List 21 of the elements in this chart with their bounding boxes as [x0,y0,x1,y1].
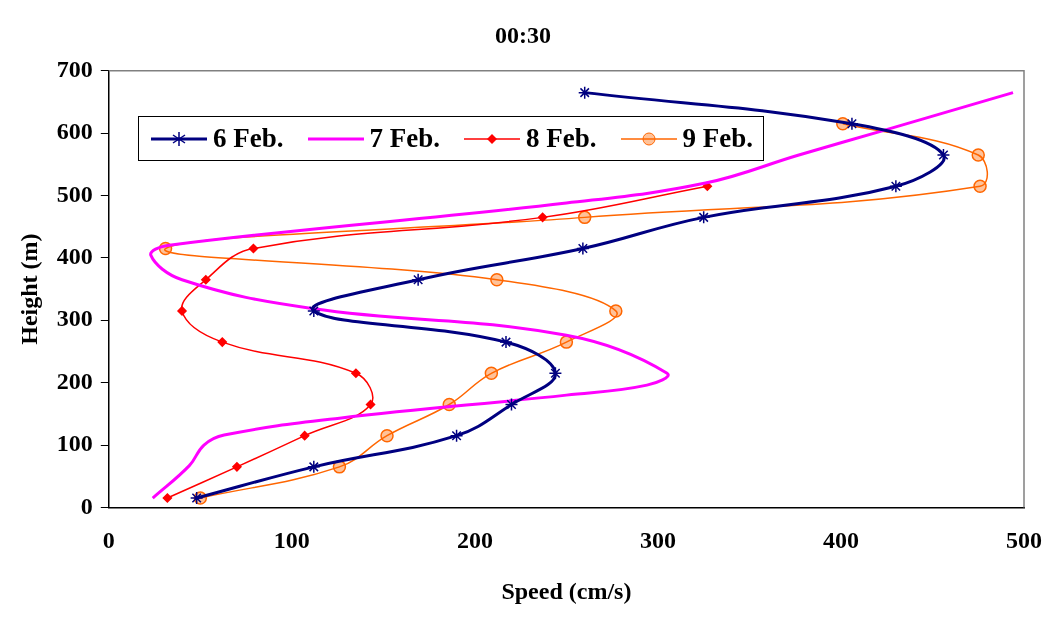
y-tick-label: 700 [56,56,93,82]
legend-label: 8 Feb. [526,123,597,154]
y-axis-title: Height (m) [15,233,42,345]
legend-label: 7 Feb. [369,123,440,154]
y-tick-label: 400 [56,243,93,270]
legend-label: 9 Feb. [682,123,753,154]
y-tick-label: 100 [56,430,93,457]
x-tick-label: 300 [639,527,676,553]
x-tick-label: 0 [102,527,115,553]
y-tick-label: 0 [80,492,93,519]
y-tick-label: 500 [56,180,93,207]
y-tick-label: 300 [56,305,93,332]
chart-title: 00:30 [495,21,551,48]
legend-label: 6 Feb. [213,123,284,154]
y-tick-label: 200 [56,367,93,394]
y-tick-label: 600 [56,118,93,145]
x-tick-label: 400 [822,527,859,553]
x-tick-label: 200 [456,527,493,553]
x-tick-label: 100 [273,527,310,553]
x-axis-title: Speed (cm/s) [501,577,632,604]
x-tick-label: 500 [1006,527,1042,553]
